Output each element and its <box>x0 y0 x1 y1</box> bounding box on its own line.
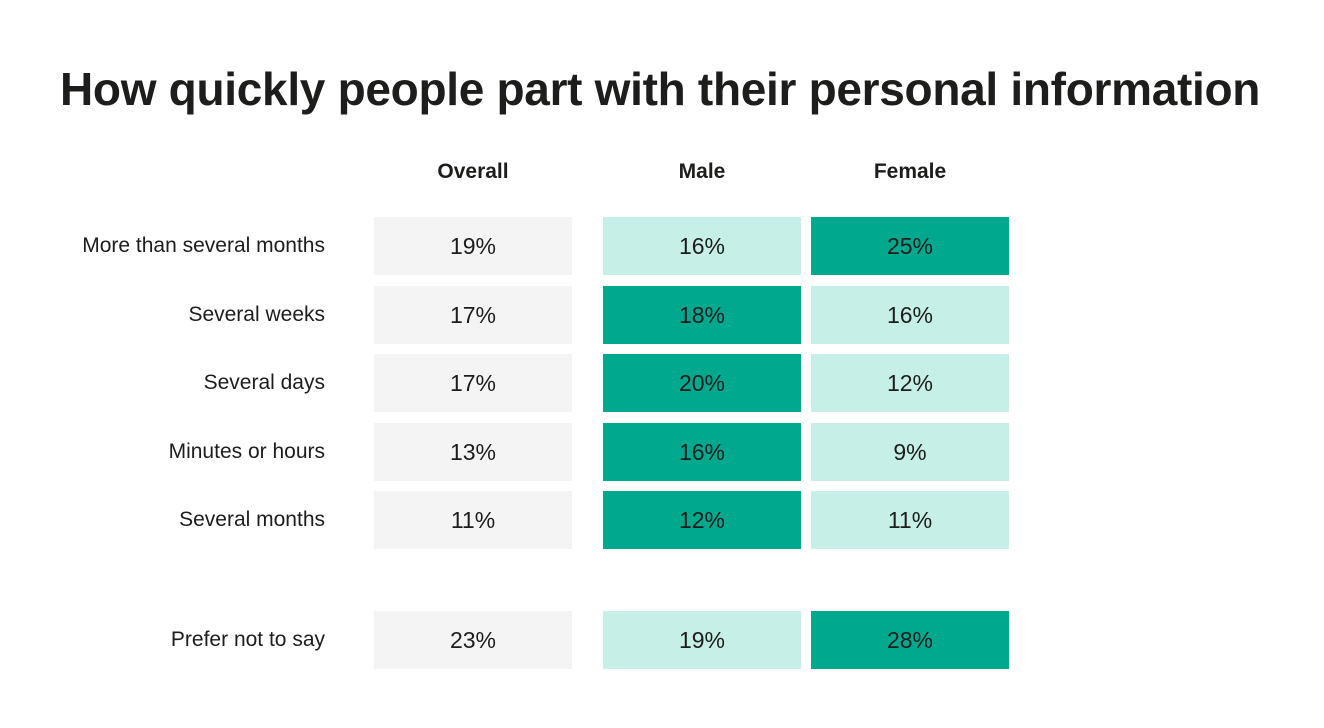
column-header-overall: Overall <box>437 160 509 183</box>
cell-male: 16% <box>603 423 801 481</box>
cell-female: 25% <box>811 217 1009 275</box>
row-label: Minutes or hours <box>168 440 325 463</box>
cell-overall: 17% <box>374 286 572 344</box>
row-label: Prefer not to say <box>170 628 325 651</box>
row-label: Several weeks <box>188 303 325 326</box>
column-header-female: Female <box>873 160 947 183</box>
cell-female: 28% <box>811 611 1009 669</box>
cell-overall: 13% <box>374 423 572 481</box>
cell-overall: 17% <box>374 354 572 412</box>
cell-male: 20% <box>603 354 801 412</box>
cell-male: 12% <box>603 491 801 549</box>
cell-female: 16% <box>811 286 1009 344</box>
cell-male: 16% <box>603 217 801 275</box>
chart-title: How quickly people part with their perso… <box>60 63 1261 115</box>
cell-overall: 11% <box>374 491 572 549</box>
row-label: Several days <box>203 371 325 394</box>
cell-overall: 23% <box>374 611 572 669</box>
row-label: Several months <box>179 508 325 531</box>
cell-female: 12% <box>811 354 1009 412</box>
cell-female: 9% <box>811 423 1009 481</box>
column-header-male: Male <box>678 160 726 183</box>
cell-overall: 19% <box>374 217 572 275</box>
row-label: More than several months <box>82 234 325 257</box>
cell-male: 19% <box>603 611 801 669</box>
cell-male: 18% <box>603 286 801 344</box>
cell-female: 11% <box>811 491 1009 549</box>
